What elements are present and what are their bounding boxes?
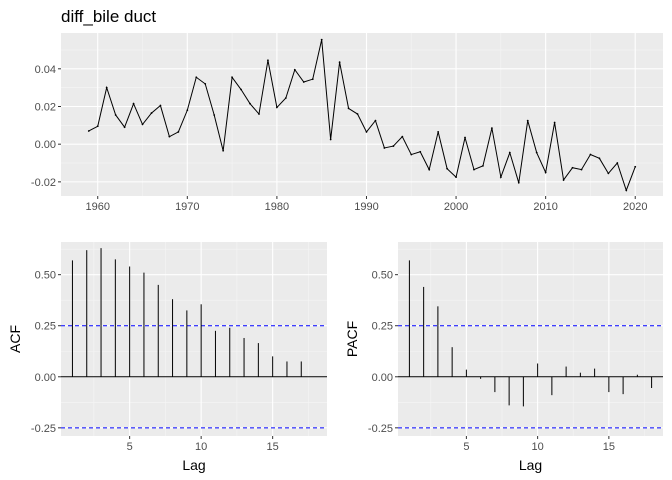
data-point [186, 109, 189, 112]
y-tick-label: -0.25 [368, 423, 393, 435]
data-point [231, 76, 234, 79]
x-tick-label: 15 [267, 441, 279, 453]
x-tick-label: 1960 [85, 201, 109, 213]
data-point [526, 119, 529, 122]
x-tick-label: 10 [531, 441, 543, 453]
data-point [141, 123, 144, 126]
y-tick-label: 0.50 [372, 270, 393, 282]
chart-title: diff_bile duct [61, 7, 156, 26]
y-tick-label: 0.02 [35, 101, 56, 113]
data-point [410, 153, 413, 156]
data-point [374, 119, 377, 122]
data-point [553, 121, 556, 124]
x-tick-label: 5 [463, 441, 469, 453]
data-point [195, 76, 198, 79]
data-point [580, 168, 583, 171]
x-tick-label: 2010 [533, 201, 557, 213]
y-axis-title: ACF [7, 325, 23, 353]
data-point [571, 166, 574, 169]
data-point [473, 168, 475, 171]
data-point [177, 131, 180, 133]
data-point [347, 107, 350, 110]
data-point [168, 135, 171, 138]
data-point [598, 157, 601, 160]
x-axis-title: Lag [182, 457, 205, 473]
data-point [105, 86, 108, 89]
data-point [96, 125, 99, 128]
data-point [544, 171, 547, 174]
data-point [356, 113, 359, 115]
data-point [383, 147, 386, 149]
data-point [275, 106, 278, 109]
data-point [159, 104, 162, 107]
data-point [114, 114, 117, 116]
data-point [446, 167, 449, 170]
y-tick-label: 0.00 [35, 372, 56, 384]
data-point [249, 102, 251, 105]
y-tick-label: 0.25 [35, 321, 56, 333]
data-point [222, 149, 225, 152]
chart-panel-acf: 5 10 15 -0.25 0.00 0.25 0.50 Lag ACF [7, 242, 327, 473]
data-point [302, 81, 305, 83]
data-point [401, 135, 404, 138]
data-point [132, 102, 135, 105]
data-point [338, 61, 341, 64]
x-tick-label: 1980 [265, 201, 289, 213]
data-point [392, 145, 395, 147]
data-point [258, 113, 260, 115]
data-point [329, 138, 332, 141]
x-tick-label: 15 [603, 441, 615, 453]
series-line [88, 39, 636, 192]
x-tick-label: 10 [195, 441, 207, 453]
data-point [293, 68, 296, 71]
data-point [490, 127, 493, 130]
y-axis-title: PACF [344, 321, 360, 357]
data-point [213, 114, 216, 116]
x-tick-label: 2000 [444, 201, 468, 213]
data-point [320, 38, 323, 41]
data-point [87, 130, 90, 132]
data-point [267, 59, 269, 62]
data-point [365, 131, 368, 133]
y-tick-label: 0.00 [35, 139, 56, 151]
data-point [616, 162, 619, 164]
data-point [634, 165, 637, 168]
chart-panel-pacf: 5 10 15 -0.25 0.00 0.25 0.50 Lag PACF [344, 242, 663, 473]
data-point [562, 179, 565, 181]
x-tick-label: 5 [127, 441, 133, 453]
data-point [204, 82, 207, 85]
x-tick-label: 1970 [175, 201, 199, 213]
data-point [499, 176, 502, 179]
data-point [535, 151, 538, 154]
data-point [589, 153, 592, 156]
plot-background [61, 33, 663, 196]
data-point [311, 78, 314, 81]
data-point [455, 176, 457, 179]
data-point [240, 88, 242, 91]
x-tick-label: 2020 [623, 201, 647, 213]
data-point [419, 150, 422, 153]
data-point [517, 181, 520, 184]
data-point [437, 131, 440, 133]
data-point [150, 112, 153, 114]
data-point [123, 126, 126, 129]
data-point [464, 136, 466, 139]
y-tick-label: 0.00 [372, 372, 393, 384]
data-point [482, 164, 484, 167]
data-point [284, 97, 287, 99]
chart-panel-top: 1960 1970 1980 1990 2000 2010 2020 -0.02 0.00 0.0… [31, 7, 663, 213]
y-tick-label: -0.02 [31, 177, 56, 189]
y-tick-label: 0.04 [35, 64, 56, 76]
data-point [508, 151, 511, 154]
y-tick-label: -0.25 [31, 423, 56, 435]
y-tick-label: 0.50 [35, 270, 56, 282]
data-point [625, 189, 628, 192]
data-point [428, 168, 431, 171]
x-axis-title: Lag [519, 457, 542, 473]
x-tick-label: 1990 [354, 201, 378, 213]
data-point [607, 172, 610, 175]
y-tick-label: 0.25 [372, 321, 393, 333]
